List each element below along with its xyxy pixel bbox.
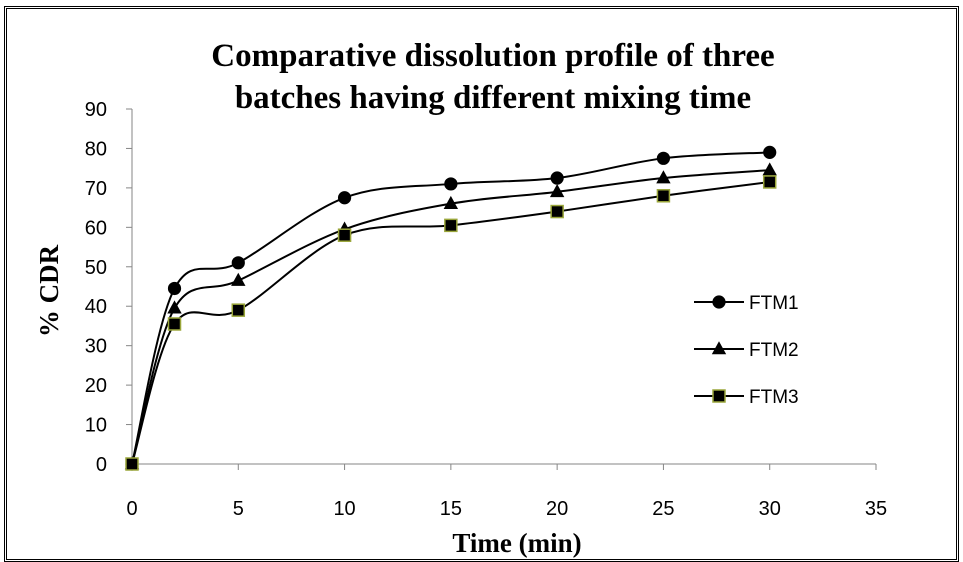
y-tick-label: 90	[85, 99, 107, 121]
y-tick-label: 60	[85, 217, 107, 239]
data-point-ftm1	[338, 191, 351, 204]
series-layer	[125, 146, 777, 471]
legend-marker-ftm1	[712, 295, 725, 308]
data-point-ftm3	[126, 458, 138, 470]
x-tick-label: 30	[759, 498, 781, 520]
series-ftm3	[126, 176, 776, 470]
legend-label-ftm2: FTM2	[749, 340, 799, 361]
data-point-ftm2	[763, 162, 777, 175]
data-point-ftm3	[445, 219, 457, 231]
x-tick-label: 25	[652, 498, 674, 520]
x-tick-label: 10	[333, 498, 355, 520]
y-tick-label: 80	[85, 138, 107, 160]
legend-marker-ftm2	[712, 341, 726, 354]
y-tick-label: 70	[85, 178, 107, 200]
y-tick-label: 0	[96, 454, 107, 476]
legend-item-ftm3: FTM3	[694, 387, 799, 408]
y-tick-label: 20	[85, 375, 107, 397]
x-tick-label: 15	[440, 498, 462, 520]
series-line-ftm2	[132, 170, 770, 464]
x-tick-label: 0	[126, 498, 137, 520]
data-point-ftm1	[657, 152, 670, 165]
chart-title-line-1: Comparative dissolution profile of three	[211, 38, 774, 74]
data-point-ftm3	[657, 190, 669, 202]
legend-item-ftm1: FTM1	[694, 293, 799, 314]
chart-title-line-2: batches having different mixing time	[235, 80, 751, 116]
legend-marker-ftm3	[713, 390, 725, 402]
data-point-ftm1	[232, 256, 245, 269]
data-point-ftm2	[231, 273, 245, 286]
y-tick-label: 10	[85, 415, 107, 437]
y-axis-title: % CDR	[34, 244, 64, 337]
data-point-ftm3	[551, 206, 563, 218]
legend-label-ftm3: FTM3	[749, 387, 799, 408]
chart-title: Comparative dissolution profile of three…	[211, 38, 774, 116]
data-point-ftm3	[169, 318, 181, 330]
legend-label-ftm1: FTM1	[749, 293, 799, 314]
data-point-ftm3	[232, 304, 244, 316]
data-point-ftm1	[444, 177, 457, 190]
data-point-ftm1	[763, 146, 776, 159]
x-tick-label: 5	[233, 498, 244, 520]
data-point-ftm1	[551, 171, 564, 184]
legend: FTM1 FTM2 FTM3	[694, 293, 799, 408]
data-point-ftm1	[168, 282, 181, 295]
x-tick-label: 35	[865, 498, 887, 520]
data-point-ftm3	[764, 176, 776, 188]
x-tick-label: 20	[546, 498, 568, 520]
y-tick-label: 50	[85, 257, 107, 279]
data-point-ftm3	[339, 229, 351, 241]
y-tick-label: 40	[85, 296, 107, 318]
legend-item-ftm2: FTM2	[694, 340, 799, 361]
x-axis-title: Time (min)	[452, 528, 581, 558]
y-tick-label: 30	[85, 336, 107, 358]
